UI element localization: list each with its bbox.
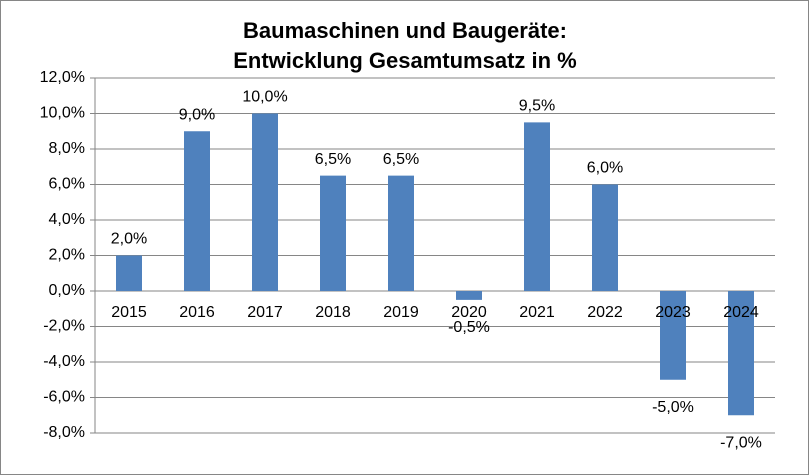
y-tick-label: -4,0% xyxy=(43,353,85,370)
y-tick-label: 10,0% xyxy=(40,105,85,122)
bar xyxy=(660,291,686,380)
x-tick-label: 2015 xyxy=(111,304,147,321)
bar xyxy=(252,113,278,291)
x-tick-label: 2023 xyxy=(655,304,691,321)
x-tick-label: 2018 xyxy=(315,304,351,321)
x-tick-label: 2019 xyxy=(383,304,419,321)
value-label: 10,0% xyxy=(242,89,287,106)
y-tick-label: -8,0% xyxy=(43,424,85,441)
value-label: -7,0% xyxy=(720,434,762,451)
chart-title: Baumaschinen und Baugeräte: xyxy=(243,18,567,43)
bar xyxy=(184,131,210,291)
x-tick-label: 2016 xyxy=(179,304,215,321)
value-label: -0,5% xyxy=(448,319,490,336)
bar xyxy=(728,291,754,416)
value-label: 9,0% xyxy=(179,106,215,123)
y-tick-label: 6,0% xyxy=(49,176,85,193)
x-tick-label: 2017 xyxy=(247,304,283,321)
bar xyxy=(320,175,346,291)
y-tick-label: 0,0% xyxy=(49,282,85,299)
value-label: 6,5% xyxy=(315,151,351,168)
x-tick-label: 2021 xyxy=(519,304,555,321)
bar xyxy=(388,175,414,291)
y-tick-label: 12,0% xyxy=(40,69,85,86)
bar xyxy=(592,184,618,291)
bar xyxy=(116,255,142,291)
value-label: 6,5% xyxy=(383,151,419,168)
y-tick-label: 2,0% xyxy=(49,247,85,264)
x-tick-label: 2022 xyxy=(587,304,623,321)
y-tick-label: -6,0% xyxy=(43,389,85,406)
x-tick-label: 2020 xyxy=(451,304,487,321)
bar xyxy=(456,291,482,300)
value-label: -5,0% xyxy=(652,399,694,416)
chart-title: Entwicklung Gesamtumsatz in % xyxy=(233,48,577,73)
value-label: 2,0% xyxy=(111,231,147,248)
y-tick-label: -2,0% xyxy=(43,318,85,335)
x-tick-label: 2024 xyxy=(723,304,759,321)
bar xyxy=(524,122,550,291)
value-label: 6,0% xyxy=(587,160,623,177)
y-tick-label: 8,0% xyxy=(49,140,85,157)
y-tick-label: 4,0% xyxy=(49,211,85,228)
value-label: 9,5% xyxy=(519,98,555,115)
